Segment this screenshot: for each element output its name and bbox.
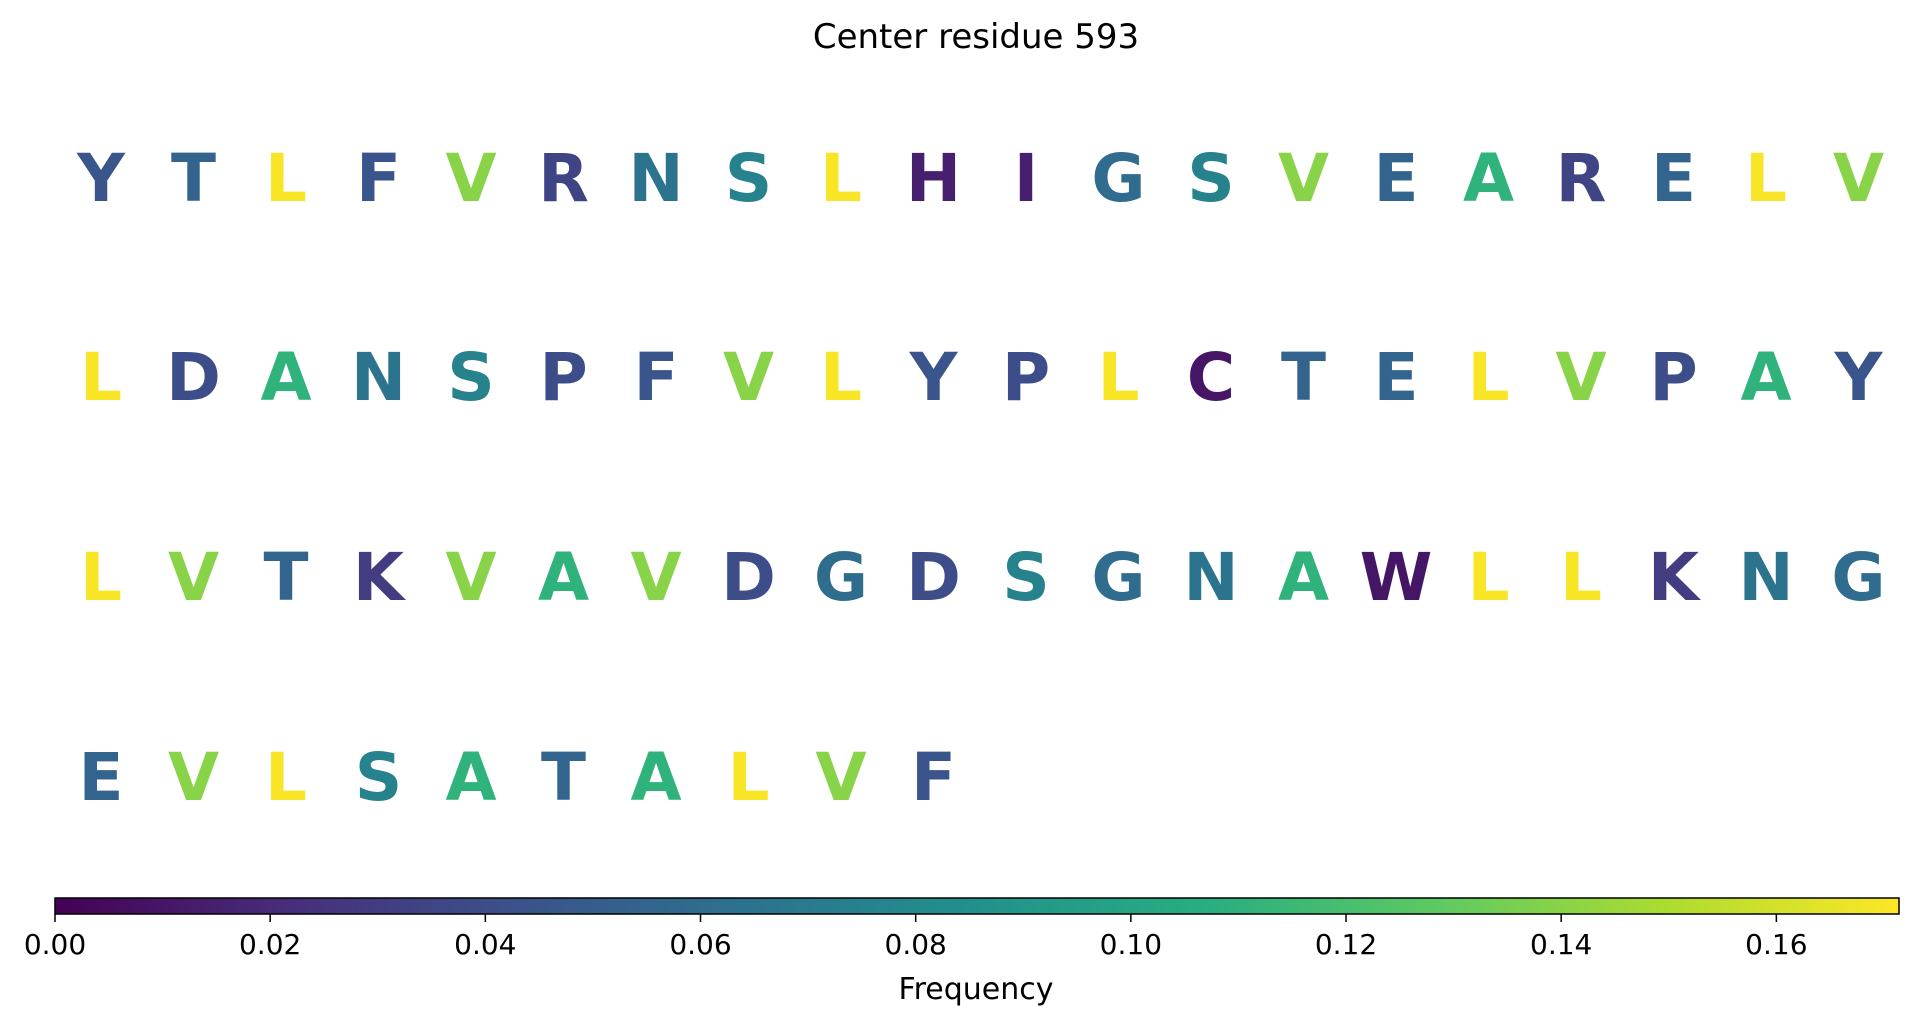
colorbar-tick-label: 0.14 [1530,928,1592,961]
residue-letter: W [1360,539,1433,616]
residue-letter: L [820,140,862,217]
residue-letter: D [166,339,221,416]
colorbar-tick-label: 0.08 [885,928,947,961]
residue-letter: K [353,539,407,616]
residue-letter: L [1560,539,1602,616]
residue-letter: T [263,539,308,616]
residue-letter: T [171,140,216,217]
residue-letter: Y [1834,339,1884,416]
colorbar-axis: 0.00 0.02 0.04 0.06 0.08 0.10 0.12 0.14 0.16 [24,914,1808,961]
residue-letter: Y [909,339,959,416]
residue-letter: F [633,339,678,416]
residue-letter: L [1467,539,1509,616]
residue-letter: A [445,739,496,816]
residue-letter: V [168,539,219,616]
residue-letter: P [1002,339,1050,416]
residue-letter: I [1014,140,1039,217]
residue-letter: G [814,539,868,616]
residue-letter: A [1740,339,1791,416]
residue-letter: L [727,739,769,816]
residue-letter: P [1649,339,1697,416]
residue-letter: V [168,739,219,816]
residue-letter: L [80,339,122,416]
colorbar-tick-label: 0.06 [669,928,731,961]
residue-letter: E [1373,339,1418,416]
residue-letter: V [445,140,496,217]
residue-letter: G [1091,140,1145,217]
residue-letter: L [1745,140,1787,217]
residue-letter: N [628,140,683,217]
residue-letter: G [1091,539,1145,616]
residue-letter: V [723,339,774,416]
residue-letter: A [1463,140,1514,217]
residue-letter: G [1831,539,1885,616]
colorbar-label: Frequency [899,972,1054,1007]
residue-letter: S [447,339,495,416]
colorbar-tick-label: 0.00 [24,928,86,961]
residue-letter: R [538,140,589,217]
residue-grid: Y T L F V R N S L H I G S V E A R E L VL D A N S P F V L Y P L C T E L V P A Y… [76,140,1885,816]
residue-letter: A [538,539,589,616]
chart-title: Center residue 593 [813,17,1139,57]
residue-letter: L [1467,339,1509,416]
residue-letter: K [1648,539,1702,616]
colorbar-tick-label: 0.02 [239,928,301,961]
residue-letter: S [725,140,773,217]
residue-letter: V [815,739,866,816]
residue-letter: A [260,339,311,416]
residue-letter: H [906,140,961,217]
residue-letter: F [911,739,956,816]
residue-letter: L [265,739,307,816]
residue-letter: R [1556,140,1607,217]
residue-letter: A [630,739,681,816]
residue-letter: V [1833,140,1884,217]
residue-letter: V [1555,339,1606,416]
residue-letter: L [820,339,862,416]
residue-letter: N [1183,539,1238,616]
residue-letter: S [355,739,403,816]
residue-letter: C [1187,339,1235,416]
residue-letter: N [1738,539,1793,616]
colorbar-tick-label: 0.16 [1745,928,1807,961]
colorbar-tick-label: 0.04 [454,928,516,961]
residue-letter: E [1651,140,1696,217]
residue-letter: L [1097,339,1139,416]
colorbar-tick-label: 0.10 [1100,928,1162,961]
residue-letter: S [1187,140,1235,217]
residue-letter: Y [76,140,126,217]
residue-letter: N [351,339,406,416]
colorbar [54,897,1900,915]
residue-letter: F [356,140,401,217]
residue-letter: V [630,539,681,616]
residue-letter: T [541,739,586,816]
residue-letter: D [906,539,961,616]
residue-letter: P [539,339,587,416]
residue-letter: L [80,539,122,616]
colorbar-tick-label: 0.12 [1315,928,1377,961]
residue-letter: A [1278,539,1329,616]
residue-letter: L [265,140,307,217]
residue-letter: T [1281,339,1326,416]
residue-letter: V [1278,140,1329,217]
residue-letter: V [445,539,496,616]
residue-letter: E [78,739,123,816]
residue-letter: S [1002,539,1050,616]
residue-letter: D [721,539,776,616]
residue-letter: E [1373,140,1418,217]
